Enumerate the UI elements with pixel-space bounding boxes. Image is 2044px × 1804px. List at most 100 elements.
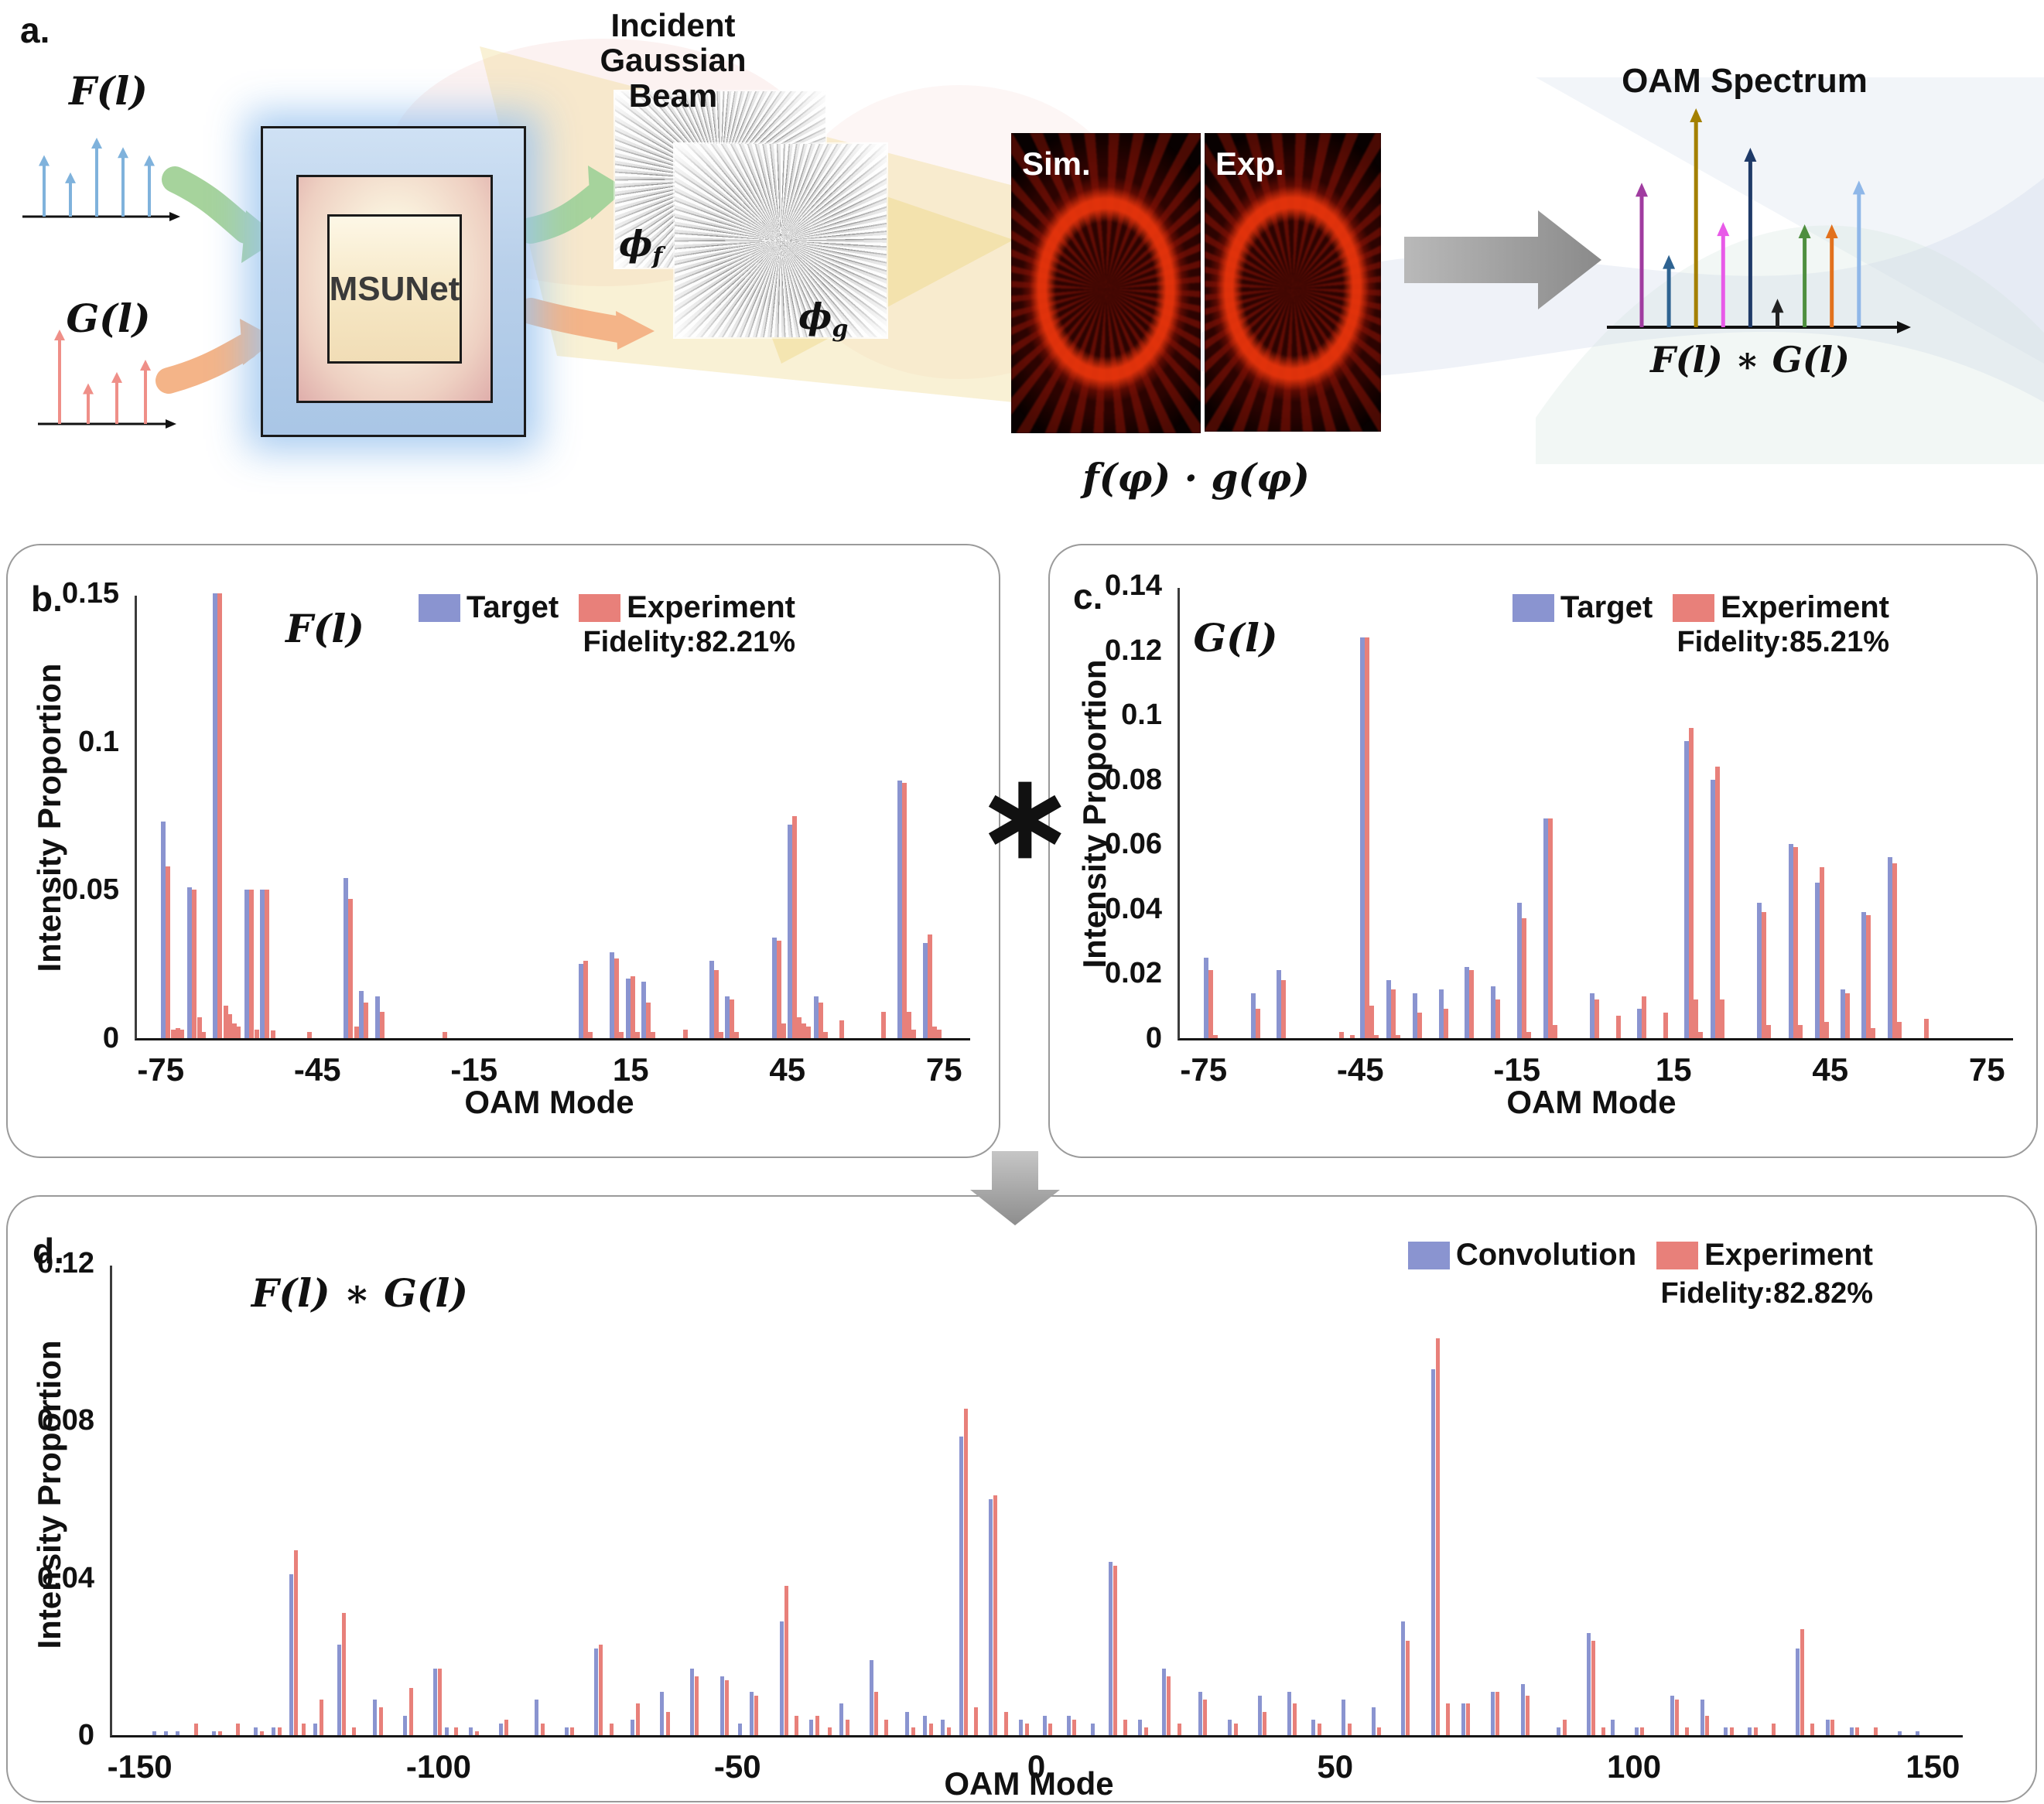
legend-convolution-label: Convolution [1455,1238,1637,1272]
bar-convolution [1670,1696,1674,1735]
y-tick-label: 0.14 [1105,569,1162,602]
bar-experiment [235,1026,241,1038]
f-input-stem-plot [22,138,180,221]
bar-convolution [403,1715,408,1735]
panel-d-label: d. [32,1231,64,1271]
bar-experiment [540,1723,545,1735]
experiment-swatch [1673,593,1715,622]
bar-convolution [1491,1692,1495,1735]
bar-experiment [1233,1723,1238,1735]
bar-experiment [932,1026,938,1038]
bar-experiment [619,1032,624,1038]
bar-convolution [1700,1700,1704,1735]
bar-experiment [570,1727,575,1735]
stem-arrowhead [39,155,50,166]
bar-experiment [1365,637,1370,1038]
bar-experiment [1562,1719,1567,1735]
bar-target [641,982,646,1038]
bar-target [1360,637,1366,1038]
y-tick-label: 0.02 [1105,957,1162,990]
bar-experiment [1871,1028,1876,1038]
y-tick-label: 0.06 [1105,828,1162,861]
target-swatch [1512,593,1554,622]
bar-convolution [272,1727,276,1735]
bar-experiment [1924,1018,1929,1038]
bar-experiment [1800,1628,1805,1735]
x-tick-label: 50 [1317,1748,1354,1785]
bar-experiment [265,890,270,1038]
bar-target [813,996,819,1038]
bar-convolution [469,1727,473,1735]
bar-experiment [947,1727,952,1735]
bar-experiment [1873,1727,1878,1735]
bar-convolution [941,1719,945,1735]
bar-convolution [1090,1723,1095,1735]
bar-experiment [791,815,797,1038]
oam-spectrum-xlabel: F(l) ∗ G(l) [1650,339,1850,381]
bar-experiment [1406,1641,1410,1735]
bar-convolution [432,1668,437,1735]
bar-convolution [1897,1731,1902,1735]
bar-experiment [822,1032,828,1038]
bar-experiment [815,1715,820,1735]
bar-experiment [1595,999,1600,1038]
bar-convolution [1748,1727,1752,1735]
bar-convolution [1311,1719,1316,1735]
bar-target [771,937,777,1038]
bar-experiment [1495,1692,1500,1735]
bar-convolution [164,1731,169,1735]
bar-experiment [223,1005,228,1038]
incident-title-line2: Gaussian Beam [600,42,747,114]
msunet-label: MSUNet [329,269,460,308]
bar-experiment [609,1723,614,1735]
bar-experiment [718,1032,723,1038]
bar-experiment [795,1715,799,1735]
bar-convolution [1915,1731,1919,1735]
chart-d-fidelity: Fidelity:82.82% [1660,1277,1873,1310]
beam-ring-pattern [1205,133,1381,432]
bar-experiment [1349,1034,1355,1038]
bar-target [1465,967,1470,1038]
bar-experiment [453,1727,458,1735]
bar-experiment [1347,1723,1352,1735]
bar-experiment [682,1029,688,1038]
bar-convolution [737,1723,742,1735]
bar-experiment [784,1585,788,1735]
bar-convolution [176,1731,180,1735]
axis-arrowhead [169,212,180,221]
bar-experiment [364,1003,369,1038]
bar-experiment [1640,1727,1645,1735]
bar-convolution [564,1727,569,1735]
bar-convolution [720,1676,724,1735]
bar-experiment [197,1017,202,1038]
green-arrow-head [1798,224,1811,238]
oam-spectrum-title: OAM Spectrum [1622,62,1868,100]
bar-experiment [776,940,781,1038]
bar-experiment [1892,863,1898,1038]
bar-experiment [1616,1015,1621,1038]
bar-target [260,890,265,1038]
background-swoosh [1536,225,2044,464]
chart-b-fidelity: Fidelity:82.21% [583,626,795,658]
panel-c-label: c. [1073,576,1103,617]
bar-target [1543,818,1548,1038]
bar-experiment [1693,999,1698,1038]
bar-experiment [695,1676,699,1735]
g-input-stem-plot [38,330,176,429]
bar-experiment [248,890,254,1038]
experiment-swatch [579,593,621,622]
bar-target [1203,957,1208,1038]
bar-convolution [1610,1719,1615,1735]
bar-experiment [1212,1034,1218,1038]
x-tick-label: 45 [1812,1051,1849,1088]
bar-experiment [352,1727,357,1735]
bar-target [1590,993,1595,1038]
legend-experiment-label: Experiment [1721,590,1889,624]
x-tick-label: -45 [293,1051,341,1088]
bar-experiment [1521,918,1526,1038]
lightblue-arrow-head [1852,180,1865,195]
orange-flow-arrowhead [240,319,277,365]
bar-experiment [1123,1719,1128,1735]
bar-experiment [1685,1727,1690,1735]
panel-a-label: a. [20,10,50,50]
